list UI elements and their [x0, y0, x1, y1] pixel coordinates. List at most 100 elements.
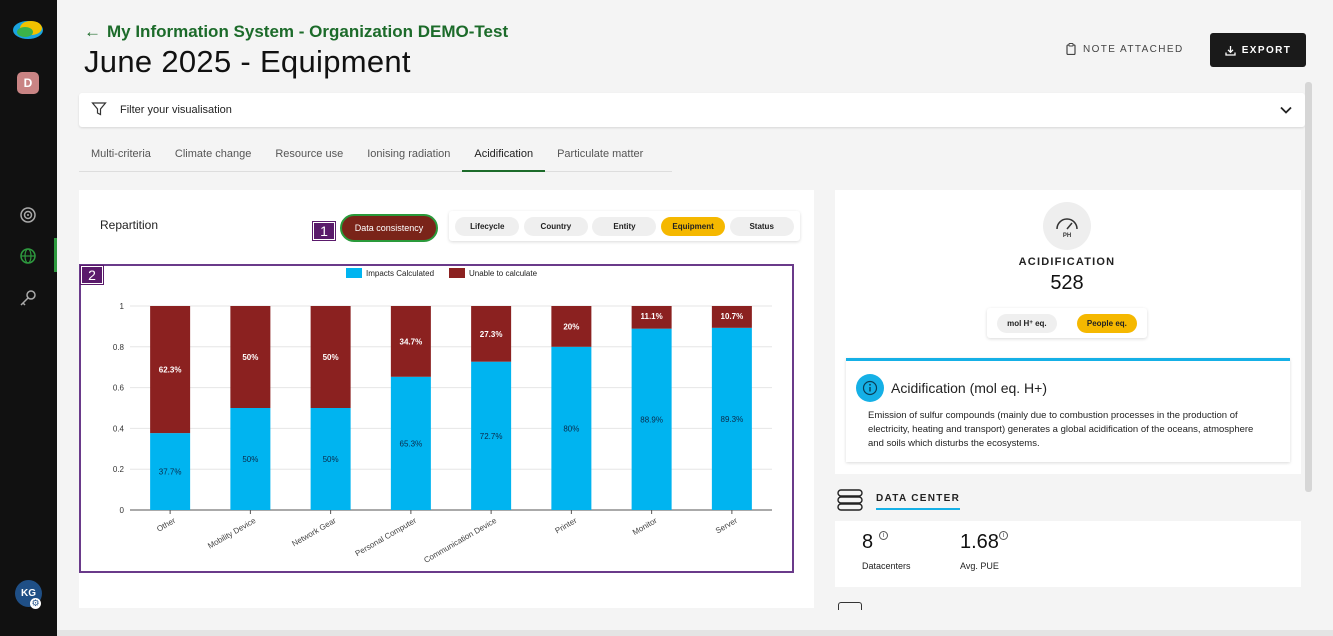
bar-segment	[631, 306, 672, 329]
tab-ionising-radiation[interactable]: Ionising radiation	[367, 148, 451, 160]
bar-data-label: 50%	[242, 353, 258, 362]
acidification-value: 528	[1050, 272, 1084, 294]
group-entity-button[interactable]: Entity	[592, 216, 657, 236]
filter-bar[interactable]: Filter your visualisation	[79, 93, 1305, 127]
target-icon[interactable]	[18, 205, 38, 225]
bar-data-label: 72.7%	[480, 432, 503, 441]
bar-segment	[230, 306, 271, 408]
bar-data-label: 50%	[242, 455, 258, 464]
page-title: June 2025 - Equipment	[84, 44, 411, 79]
bar-segment	[390, 306, 431, 377]
organization-avatar[interactable]: D	[17, 72, 39, 94]
datacenters-value: 8	[862, 531, 874, 553]
legend-label: Unable to calculate	[469, 269, 538, 278]
info-small-icon[interactable]: i	[999, 531, 1008, 540]
export-button[interactable]: EXPORT	[1210, 33, 1306, 67]
avg-pue-value: 1.68	[960, 531, 999, 553]
ph-gauge-icon: PH	[1043, 202, 1091, 250]
bar-segment	[310, 306, 351, 408]
bar-data-label: 65.3%	[400, 439, 423, 448]
unit-label: People eq.	[1086, 318, 1127, 328]
data-center-heading: DATA CENTER	[876, 493, 961, 510]
x-tick-label: Monitor	[631, 516, 659, 537]
chevron-down-icon[interactable]	[1279, 103, 1293, 117]
data-center-card	[835, 521, 1301, 587]
info-description: Emission of sulfur compounds (mainly due…	[868, 410, 1254, 449]
bar-data-label: 80%	[563, 424, 579, 433]
filter-icon	[91, 102, 107, 116]
annotation-marker-2: 2	[80, 265, 104, 285]
info-small-icon[interactable]: i	[879, 531, 888, 540]
note-attached-button[interactable]: NOTE ATTACHED	[1066, 40, 1184, 58]
bar-segment	[310, 408, 351, 510]
x-tick-label: Network Gear	[290, 516, 338, 549]
gear-icon[interactable]: ⚙	[30, 598, 41, 609]
impact-tabs: Multi-criteria Climate change Resource use…	[79, 138, 672, 172]
bar-segment	[551, 346, 592, 510]
datacenters-label: Datacenters	[862, 561, 911, 571]
tab-particulate-matter[interactable]: Particulate matter	[557, 148, 644, 160]
y-tick-label: 0.6	[113, 384, 125, 393]
ph-icon-text: PH	[1063, 233, 1071, 239]
group-lifecycle-button[interactable]: Lifecycle	[455, 216, 520, 236]
tab-climate-change[interactable]: Climate change	[174, 148, 252, 160]
chart-frame	[79, 264, 794, 573]
bar-data-label: 37.7%	[159, 468, 182, 477]
y-tick-label: 0	[120, 506, 125, 515]
x-tick-label: Server	[714, 516, 739, 536]
annotation-marker-1: 1	[312, 221, 336, 241]
unit-suffix: eq.	[1032, 318, 1047, 328]
globe-icon[interactable]	[18, 246, 38, 266]
app-logo-icon[interactable]	[12, 18, 44, 42]
y-tick-label: 0.4	[113, 424, 125, 433]
arrow-left-icon: ←	[84, 22, 101, 41]
back-link-label: My Information System - Organization DEM…	[107, 22, 509, 41]
x-tick-label: Communication Device	[422, 516, 498, 565]
filter-label: Filter your visualisation	[120, 104, 232, 116]
bar-data-label: 88.9%	[640, 415, 663, 424]
unit-option-1[interactable]: People eq.	[1076, 313, 1137, 333]
tab-multi-criteria[interactable]: Multi-criteria	[91, 148, 151, 160]
bar-segment	[551, 306, 592, 347]
bar-segment	[150, 306, 191, 434]
bar-data-label: 50%	[323, 455, 339, 464]
bar-segment	[711, 306, 752, 328]
bar-data-label: 10.7%	[721, 312, 744, 321]
scrollbar[interactable]	[1305, 82, 1312, 492]
bar-data-label: 62.3%	[159, 366, 182, 375]
next-section-icon	[838, 602, 862, 610]
tab-resource-use[interactable]: Resource use	[275, 148, 344, 160]
avg-pue-label: Avg. PUE	[960, 561, 999, 571]
y-tick-label: 0.2	[113, 465, 125, 474]
key-icon[interactable]	[18, 288, 38, 308]
bottom-edge	[57, 630, 1333, 636]
unit-label: mol H	[1007, 318, 1030, 328]
group-equipment-button[interactable]: Equipment	[661, 216, 726, 236]
legend-swatch	[346, 268, 362, 278]
repartition-chart: 0 0.2 0.4 0.6 0.8 1 37.7% 62.3% Other 50% 50% Mobil…	[113, 268, 772, 565]
bar-data-label: 20%	[563, 322, 579, 331]
unit-selector: mol H + eq. People eq.	[987, 308, 1147, 338]
legend-swatch	[449, 268, 465, 278]
info-icon	[856, 374, 884, 402]
bar-segment	[150, 433, 191, 510]
group-status-button[interactable]: Status	[729, 216, 794, 236]
data-consistency-button[interactable]: Data consistency	[340, 214, 438, 242]
grouping-selector: Lifecycle Country Entity Equipment Status	[449, 211, 800, 241]
bar-segment	[711, 327, 752, 510]
server-stack-icon	[837, 489, 863, 511]
back-link[interactable]: ← My Information System - Organization D…	[84, 22, 508, 42]
group-country-button[interactable]: Country	[523, 216, 588, 236]
clipboard-icon	[1066, 43, 1076, 55]
bar-data-label: 11.1%	[641, 312, 663, 321]
bar-segment	[471, 306, 512, 362]
tab-acidification[interactable]: Acidification	[462, 138, 546, 172]
unit-superscript: +	[1029, 320, 1033, 326]
bar-segment	[390, 376, 431, 510]
unit-option-0[interactable]: mol H + eq.	[997, 313, 1057, 333]
bar-segment	[631, 328, 672, 510]
x-tick-label: Other	[155, 516, 177, 534]
download-icon	[1225, 45, 1236, 56]
y-tick-label: 1	[120, 302, 125, 311]
repartition-card	[79, 190, 814, 608]
